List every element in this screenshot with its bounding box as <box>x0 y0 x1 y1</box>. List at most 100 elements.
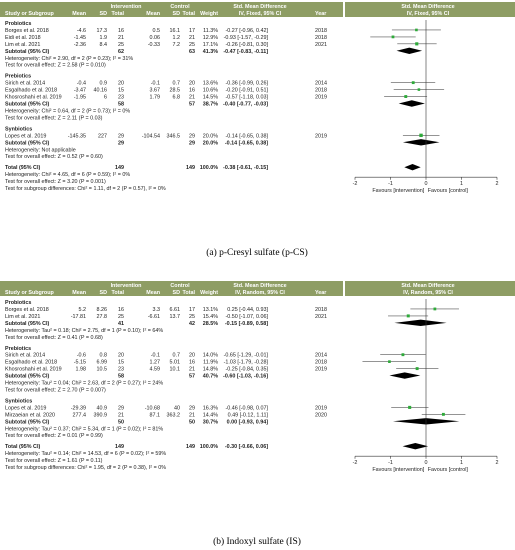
study-name: Borges et al. 2018 <box>5 307 49 313</box>
ctl-total: 25 <box>189 314 195 320</box>
year-header: Year <box>315 290 327 296</box>
year-header: Year <box>315 11 327 17</box>
ctl-mean: 3.67 <box>150 88 161 94</box>
subtotal-diamond <box>402 139 440 146</box>
subtotal-ctl-total: 63 <box>189 49 195 55</box>
smd-header: Std. Mean Difference <box>233 283 286 289</box>
smd-ci: -0.65 [-1.29, -0.01] <box>224 353 269 359</box>
subtotal-weight: 28.5% <box>203 321 218 327</box>
study-name: Lim et al. 2021 <box>5 42 40 48</box>
int-mean: -3.47 <box>74 88 86 94</box>
int-mean: -2.36 <box>74 42 86 48</box>
study-year: 2018 <box>315 28 327 34</box>
study-year: 2019 <box>315 133 327 139</box>
study-header: Study or Subgroup <box>5 290 55 296</box>
control-header: Control <box>170 4 190 10</box>
method-plot-header: IV, Random, 95% CI <box>403 290 453 296</box>
study-year: 2019 <box>315 95 327 101</box>
total-int: 149 <box>115 165 124 171</box>
x-tick-label: -2 <box>353 181 358 187</box>
ctl-sd: 0.7 <box>173 81 181 87</box>
x-tick-label: -2 <box>353 460 358 466</box>
total-diamond <box>404 164 421 171</box>
study-name: Esgalhado et al. 2018 <box>5 88 57 94</box>
subtotal-ctl-total: 50 <box>189 419 195 425</box>
study-name: Khosroshahi et al. 2019 <box>5 95 62 101</box>
int-sd-header: SD <box>100 290 108 296</box>
subtotal-int-total: 41 <box>118 321 124 327</box>
ctl-total: 16 <box>189 360 195 366</box>
x-tick-label: -1 <box>388 460 393 466</box>
subtotal-ci: -0.40 [-0.77, -0.03] <box>223 102 268 108</box>
point-estimate <box>433 307 437 311</box>
weight: 12.9% <box>203 35 218 41</box>
study-name: Lopes et al. 2019 <box>5 405 46 411</box>
subtotal-weight: 38.7% <box>203 102 218 108</box>
subtotal-label: Subtotal (95% CI) <box>5 140 50 146</box>
weight: 14.8% <box>203 367 218 373</box>
study-year: 2021 <box>315 42 327 48</box>
int-mean: -0.4 <box>77 81 86 87</box>
overall-effect-text: Test for overall effect: Z = 0.41 (P = 0… <box>5 335 103 341</box>
ctl-sd-header: SD <box>173 11 181 17</box>
smd-plot-header: Std. Mean Difference <box>401 4 454 10</box>
int-sd: 1.9 <box>100 35 108 41</box>
subtotal-label: Subtotal (95% CI) <box>5 49 50 55</box>
favours-left-label: Favours [intervention] <box>372 188 424 194</box>
ctl-total: 21 <box>189 412 195 418</box>
footer-text: Test for subgroup differences: Chi² = 1.… <box>5 465 166 471</box>
total-int: 149 <box>115 444 124 450</box>
weight-header: Weight <box>200 290 218 296</box>
ctl-sd: 0.7 <box>173 353 181 359</box>
x-tick-label: 0 <box>425 181 428 187</box>
int-sd: 0.8 <box>100 353 108 359</box>
point-estimate <box>404 95 408 99</box>
smd-ci: -0.46 [-0.98, 0.07] <box>225 405 268 411</box>
int-mean: -17.81 <box>71 314 86 320</box>
subtotal-weight: 40.7% <box>203 374 218 380</box>
subgroup-title: Probiotics <box>5 300 31 306</box>
study-year: 2014 <box>315 81 327 87</box>
int-total: 29 <box>118 133 124 139</box>
subtotal-label: Subtotal (95% CI) <box>5 374 50 380</box>
method-plot-header: IV, Fixed, 95% CI <box>407 11 450 17</box>
ctl-mean: 87.1 <box>150 412 161 418</box>
footer-text: Heterogeneity: Tau² = 0.14; Chi² = 14.53… <box>5 451 166 457</box>
study-name: Lopes et al. 2019 <box>5 133 46 139</box>
ctl-total: 29 <box>189 133 195 139</box>
heterogeneity-text: Heterogeneity: Not applicable <box>5 147 76 153</box>
ctl-sd-header: SD <box>173 290 181 296</box>
heterogeneity-text: Heterogeneity: Tau² = 0.37; Chi² = 5.34,… <box>5 426 163 432</box>
int-sd: 390.9 <box>94 412 108 418</box>
favours-left-label: Favours [intervention] <box>372 467 424 473</box>
table-header-band <box>0 281 343 296</box>
point-estimate <box>417 88 421 91</box>
ctl-mean: -0.1 <box>151 81 160 87</box>
ctl-sd: 10.1 <box>170 367 181 373</box>
point-estimate <box>388 360 391 363</box>
ctl-sd: 346.5 <box>167 133 181 139</box>
subtotal-int-total: 62 <box>118 49 124 55</box>
subtotal-ctl-total: 42 <box>189 321 195 327</box>
subgroup-title: Probiotics <box>5 21 31 27</box>
subtotal-weight: 20.0% <box>203 140 218 146</box>
total-weight: 100.0% <box>200 444 218 450</box>
subtotal-int-total: 58 <box>118 102 124 108</box>
study-name: Lim et al. 2021 <box>5 314 40 320</box>
ctl-sd: 6.8 <box>173 95 181 101</box>
int-sd: 0.9 <box>100 81 108 87</box>
study-year: 2018 <box>315 360 327 366</box>
subtotal-ctl-total: 57 <box>189 102 195 108</box>
total-ci: -0.38 [-0.61, -0.15] <box>223 165 268 171</box>
int-mean: -0.6 <box>77 353 86 359</box>
int-sd: 40.16 <box>94 88 108 94</box>
subgroup-title: Synbiotics <box>5 126 32 132</box>
subgroup-title: Prebiotics <box>5 346 31 352</box>
ctl-total: 16 <box>189 88 195 94</box>
x-tick-label: 2 <box>496 460 499 466</box>
subtotal-label: Subtotal (95% CI) <box>5 321 50 327</box>
favours-right-label: Favours [control] <box>428 188 469 194</box>
smd-ci: -0.26 [-0.81, 0.30] <box>225 42 268 48</box>
int-mean: -29.39 <box>71 405 86 411</box>
ctl-total: 17 <box>189 307 195 313</box>
